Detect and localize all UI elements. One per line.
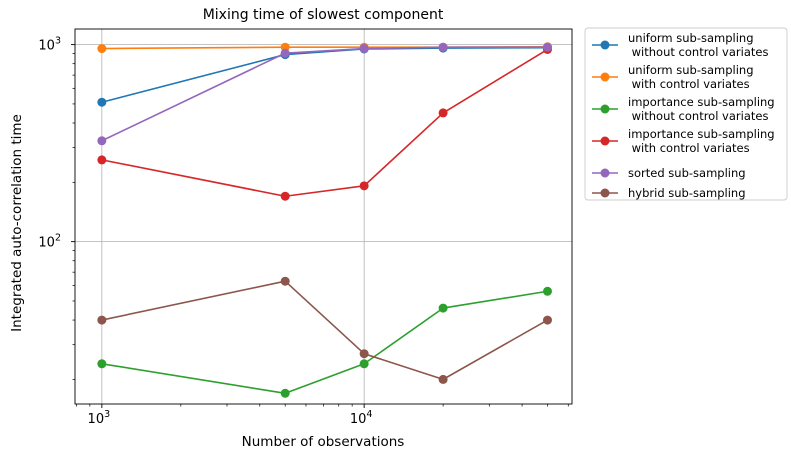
data-point: [359, 349, 369, 359]
data-point: [97, 315, 107, 325]
legend-label: hybrid sub-sampling: [628, 186, 746, 200]
legend-label: uniform sub-sampling: [628, 31, 754, 45]
data-point: [542, 42, 552, 52]
legend-swatch-marker: [600, 72, 610, 82]
data-point: [97, 97, 107, 107]
data-point: [97, 44, 107, 54]
x-axis-label: Number of observations: [242, 434, 405, 450]
legend-label: with control variates: [628, 77, 750, 91]
y-tick-label: 103: [38, 36, 61, 54]
data-point: [438, 108, 448, 118]
data-point: [438, 374, 448, 384]
legend-label: sorted sub-sampling: [628, 166, 746, 180]
series-line-5: [101, 280, 548, 381]
series-line-0: [101, 46, 548, 104]
legend-label: with control variates: [628, 141, 750, 155]
legend-swatch-marker: [600, 188, 610, 198]
legend-label: uniform sub-sampling: [628, 63, 754, 77]
y-tick-label: 102: [38, 233, 61, 251]
data-point: [97, 359, 107, 369]
y-axis-label: Integrated auto-correlation time: [9, 114, 25, 332]
legend-swatch-marker: [600, 168, 610, 178]
legend-label: importance sub-sampling: [628, 127, 775, 141]
legend: uniform sub-sampling without control var…: [584, 27, 788, 201]
series-line-4: [101, 46, 548, 142]
legend-swatch-marker: [600, 136, 610, 146]
data-point: [359, 359, 369, 369]
data-point: [438, 42, 448, 52]
data-point: [438, 303, 448, 313]
legend-swatch-marker: [600, 40, 610, 50]
legend-label: without control variates: [628, 45, 768, 59]
legend-label: importance sub-sampling: [628, 95, 775, 109]
legend-label: without control variates: [628, 109, 768, 123]
data-point: [542, 286, 552, 296]
data-point: [280, 276, 290, 286]
x-tick-label: 104: [350, 409, 373, 427]
legend-swatch-marker: [600, 104, 610, 114]
data-point: [280, 48, 290, 58]
series-line-3: [101, 48, 548, 198]
chart-title: Mixing time of slowest component: [203, 7, 444, 23]
x-tick-label: 103: [88, 409, 111, 427]
legend-box: [584, 27, 788, 201]
plot-area: 103 104 102 103: [38, 28, 573, 427]
data-point: [280, 388, 290, 398]
data-point: [542, 315, 552, 325]
data-point: [97, 136, 107, 146]
data-point: [97, 155, 107, 165]
data-point: [359, 44, 369, 54]
data-point: [280, 191, 290, 201]
data-point: [359, 181, 369, 191]
